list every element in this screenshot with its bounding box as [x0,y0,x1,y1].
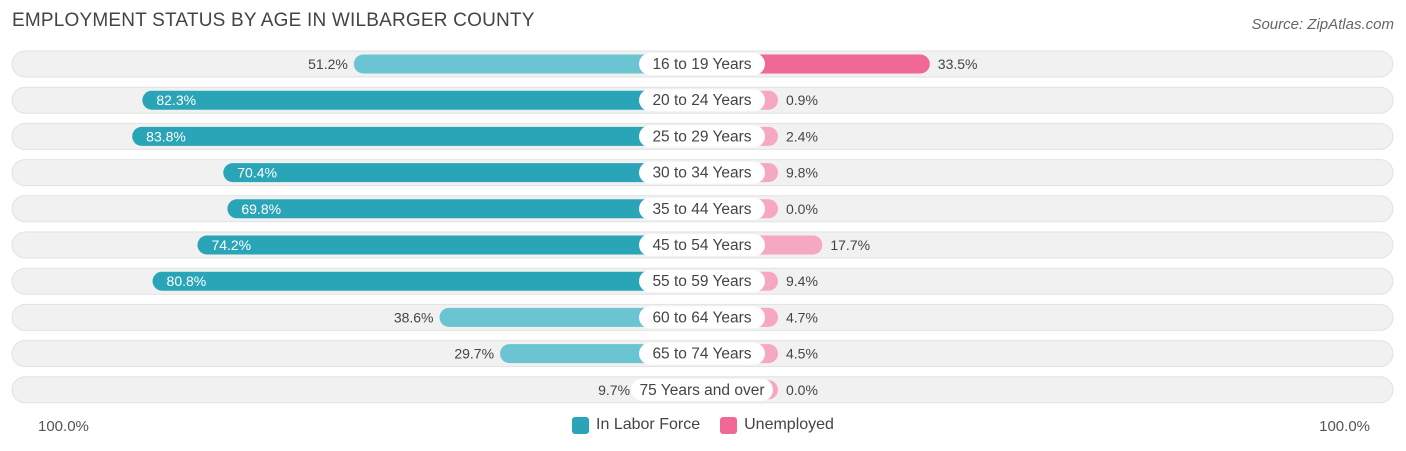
category-label-bg [639,197,765,220]
chart-title: EMPLOYMENT STATUS BY AGE IN WILBARGER CO… [12,10,535,31]
labor-value-label: 82.3% [156,92,196,108]
labor-bar [353,54,702,74]
unemployed-value-label: 0.0% [786,201,818,217]
legend-label-unemployed: Unemployed [744,416,834,433]
category-label: 65 to 74 Years [652,346,751,363]
unemployed-value-label: 33.5% [938,56,978,72]
category-label-bg [639,342,765,365]
labor-bar [197,235,702,255]
unemployed-value-label: 4.7% [786,309,818,325]
unemployed-value-label: 17.7% [830,237,870,253]
labor-value-label: 9.7% [598,382,630,398]
unemployed-value-label: 9.4% [786,273,818,289]
category-label: 45 to 54 Years [652,237,751,254]
category-label: 16 to 19 Years [652,56,751,73]
labor-bar [142,90,703,110]
category-label-bg [639,161,765,184]
category-label-bg [639,270,765,293]
labor-value-label: 51.2% [308,56,348,72]
unemployed-value-label: 4.5% [786,346,818,362]
axis-right-label: 100.0% [1319,418,1370,435]
category-label-bg [639,306,765,329]
labor-bar [223,163,702,183]
unemployed-value-label: 9.8% [786,165,818,181]
legend-swatch-unemployed [720,416,738,434]
unemployed-value-label: 2.4% [786,128,818,144]
category-label-bg [639,53,765,75]
category-label-bg [631,378,773,401]
labor-value-label: 74.2% [211,237,251,253]
category-label: 60 to 64 Years [652,309,751,326]
category-label: 20 to 24 Years [652,92,751,109]
labor-value-label: 80.8% [167,273,207,289]
category-label: 75 Years and over [640,382,765,399]
category-label: 55 to 59 Years [652,273,751,290]
labor-bar [132,126,702,146]
legend-item-labor: In Labor Force [572,416,700,434]
legend-item-unemployed: Unemployed [720,416,834,434]
axis-left-label: 100.0% [38,418,89,435]
labor-value-label: 69.8% [241,201,281,217]
labor-bar [439,307,702,327]
source-label: Source: ZipAtlas.com [1251,16,1394,33]
labor-bar [227,199,703,219]
labor-value-label: 29.7% [454,346,494,362]
category-label-bg [639,125,765,148]
category-label-bg [639,234,765,256]
unemployed-value-label: 0.9% [786,92,818,108]
category-label: 25 to 29 Years [652,128,751,145]
unemployed-value-label: 0.0% [786,382,818,398]
legend-swatch-labor [572,416,590,434]
category-label: 30 to 34 Years [652,165,751,182]
labor-bar [152,271,702,291]
category-label-bg [639,89,765,112]
legend-label-labor: In Labor Force [596,416,701,433]
labor-value-label: 70.4% [237,165,277,181]
labor-value-label: 83.8% [146,128,186,144]
labor-value-label: 38.6% [394,309,434,325]
legend: In Labor Force Unemployed [0,416,1406,434]
category-label: 35 to 44 Years [652,201,751,218]
